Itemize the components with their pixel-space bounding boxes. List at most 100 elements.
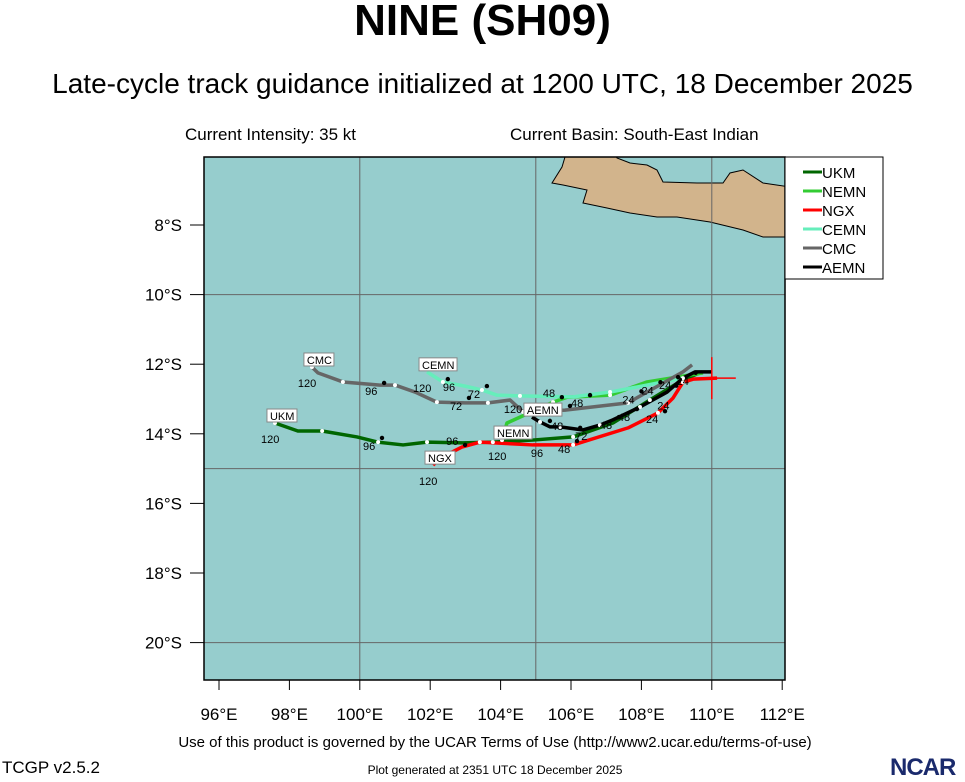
model-label-box bbox=[418, 357, 458, 372]
model-label-nemn: NEMN bbox=[493, 425, 533, 440]
tau-label: 24 bbox=[659, 380, 671, 392]
tau-label-group: 48 bbox=[543, 388, 555, 400]
tau-label: 96 bbox=[365, 386, 377, 398]
model-label-cemn: CEMN bbox=[418, 357, 458, 372]
model-label-box bbox=[523, 402, 563, 417]
tau-label: 96 bbox=[446, 436, 458, 448]
model-label-text: AEMN bbox=[527, 405, 559, 417]
lat-tick-label: 8°S bbox=[154, 216, 182, 235]
model-label-ukm: UKM bbox=[266, 408, 298, 423]
tau-label-group: 96 bbox=[443, 382, 455, 394]
end-tau-label-group: 120 bbox=[298, 378, 316, 390]
model-label-box bbox=[424, 450, 456, 465]
lon-tick-label: 98°E bbox=[271, 705, 308, 724]
track-marker bbox=[440, 379, 445, 384]
tau-marker bbox=[547, 418, 553, 424]
legend-label-ukm: UKM bbox=[822, 165, 855, 182]
end-tau-label-group: 120 bbox=[419, 476, 437, 488]
end-tau-label: 120 bbox=[488, 451, 506, 463]
tau-label-group: 96 bbox=[446, 436, 458, 448]
track-marker bbox=[597, 423, 602, 428]
track-marker bbox=[393, 383, 397, 388]
tau-label: 48 bbox=[600, 420, 612, 432]
current-basin: Current Basin: South-East Indian bbox=[510, 125, 759, 144]
tau-label-group: 24 bbox=[659, 380, 671, 392]
legend-label-ngx: NGX bbox=[822, 203, 855, 220]
ocean bbox=[204, 157, 785, 680]
tau-marker bbox=[574, 438, 580, 444]
end-tau-label: 120 bbox=[413, 383, 431, 395]
lat-tick-label: 16°S bbox=[145, 494, 182, 513]
track-cmc bbox=[310, 363, 694, 414]
lon-tick-label: 106°E bbox=[548, 705, 595, 724]
end-tau-label-group: 120 bbox=[504, 404, 522, 416]
tau-label-group: 24 bbox=[641, 385, 653, 397]
tau-marker bbox=[466, 395, 472, 401]
track-marker bbox=[479, 387, 484, 392]
track-marker bbox=[490, 440, 495, 445]
tau-marker bbox=[379, 435, 385, 441]
track-marker bbox=[434, 400, 439, 405]
tau-marker bbox=[484, 383, 490, 389]
track-marker bbox=[340, 379, 345, 384]
model-label-box bbox=[303, 352, 335, 367]
model-label-text: CMC bbox=[307, 355, 332, 367]
page-subtitle: Late-cycle track guidance initialized at… bbox=[52, 68, 913, 99]
track-marker bbox=[558, 424, 563, 429]
tau-marker bbox=[639, 389, 644, 394]
lat-tick-label: 14°S bbox=[145, 425, 182, 444]
track-marker bbox=[680, 376, 685, 381]
model-label-box bbox=[493, 425, 533, 440]
tau-label-group: 48 bbox=[571, 398, 583, 410]
lat-tick-label: 12°S bbox=[145, 355, 182, 374]
lon-tick-label: 108°E bbox=[618, 705, 665, 724]
track-marker bbox=[637, 405, 642, 410]
legend-label-aemn: AEMN bbox=[822, 260, 865, 277]
legend-label-cemn: CEMN bbox=[822, 222, 866, 239]
lat-tick-label: 10°S bbox=[145, 286, 182, 305]
tau-label: 96 bbox=[531, 448, 543, 460]
tau-marker bbox=[559, 395, 565, 400]
map-frame bbox=[203, 156, 786, 681]
track-marker bbox=[538, 419, 543, 424]
model-label-ngx: NGX bbox=[424, 450, 456, 465]
tau-label: 48 bbox=[571, 398, 583, 410]
tau-label-group: 48 bbox=[551, 421, 563, 433]
tau-label-group: 72 bbox=[450, 401, 462, 413]
tau-label-group: 96 bbox=[363, 441, 375, 453]
tau-marker bbox=[675, 374, 681, 380]
tau-label: 72 bbox=[468, 389, 480, 401]
current-intensity: Current Intensity: 35 kt bbox=[185, 125, 357, 144]
lon-tick-label: 104°E bbox=[477, 705, 524, 724]
tau-marker bbox=[587, 392, 593, 398]
tau-label: 72 bbox=[575, 431, 587, 443]
tau-marker bbox=[462, 442, 468, 448]
version-label: TCGP v2.5.2 bbox=[2, 758, 100, 777]
tau-label: 96 bbox=[363, 441, 375, 453]
lon-tick-label: 100°E bbox=[337, 705, 384, 724]
tau-label: 96 bbox=[443, 382, 455, 394]
tau-label-group: 96 bbox=[531, 448, 543, 460]
tau-marker bbox=[567, 403, 573, 409]
track-cemn bbox=[426, 370, 684, 399]
track-marker bbox=[485, 400, 490, 405]
legend: UKM NEMN NGX CEMN CMC AEMN bbox=[784, 156, 884, 280]
model-label-text: NEMN bbox=[497, 428, 529, 440]
lat-tick-label: 20°S bbox=[145, 634, 182, 653]
lon-tick-label: 102°E bbox=[407, 705, 454, 724]
track-marker bbox=[571, 434, 576, 439]
tau-label-group: 24 bbox=[657, 401, 669, 413]
model-label-text: CEMN bbox=[422, 360, 454, 372]
end-tau-label: 120 bbox=[261, 434, 279, 446]
model-label-text: NGX bbox=[428, 453, 453, 465]
tau-label-group: 72 bbox=[575, 431, 587, 443]
model-label-box bbox=[266, 408, 298, 423]
track-marker bbox=[517, 393, 522, 398]
generated-time: Plot generated at 2351 UTC 18 December 2… bbox=[367, 763, 623, 777]
track-marker bbox=[626, 400, 631, 405]
end-tau-label-group: 120 bbox=[261, 434, 279, 446]
tau-label-group: 24 bbox=[622, 394, 634, 406]
track-marker bbox=[320, 429, 325, 434]
terms-of-use: Use of this product is governed by the U… bbox=[178, 734, 812, 751]
